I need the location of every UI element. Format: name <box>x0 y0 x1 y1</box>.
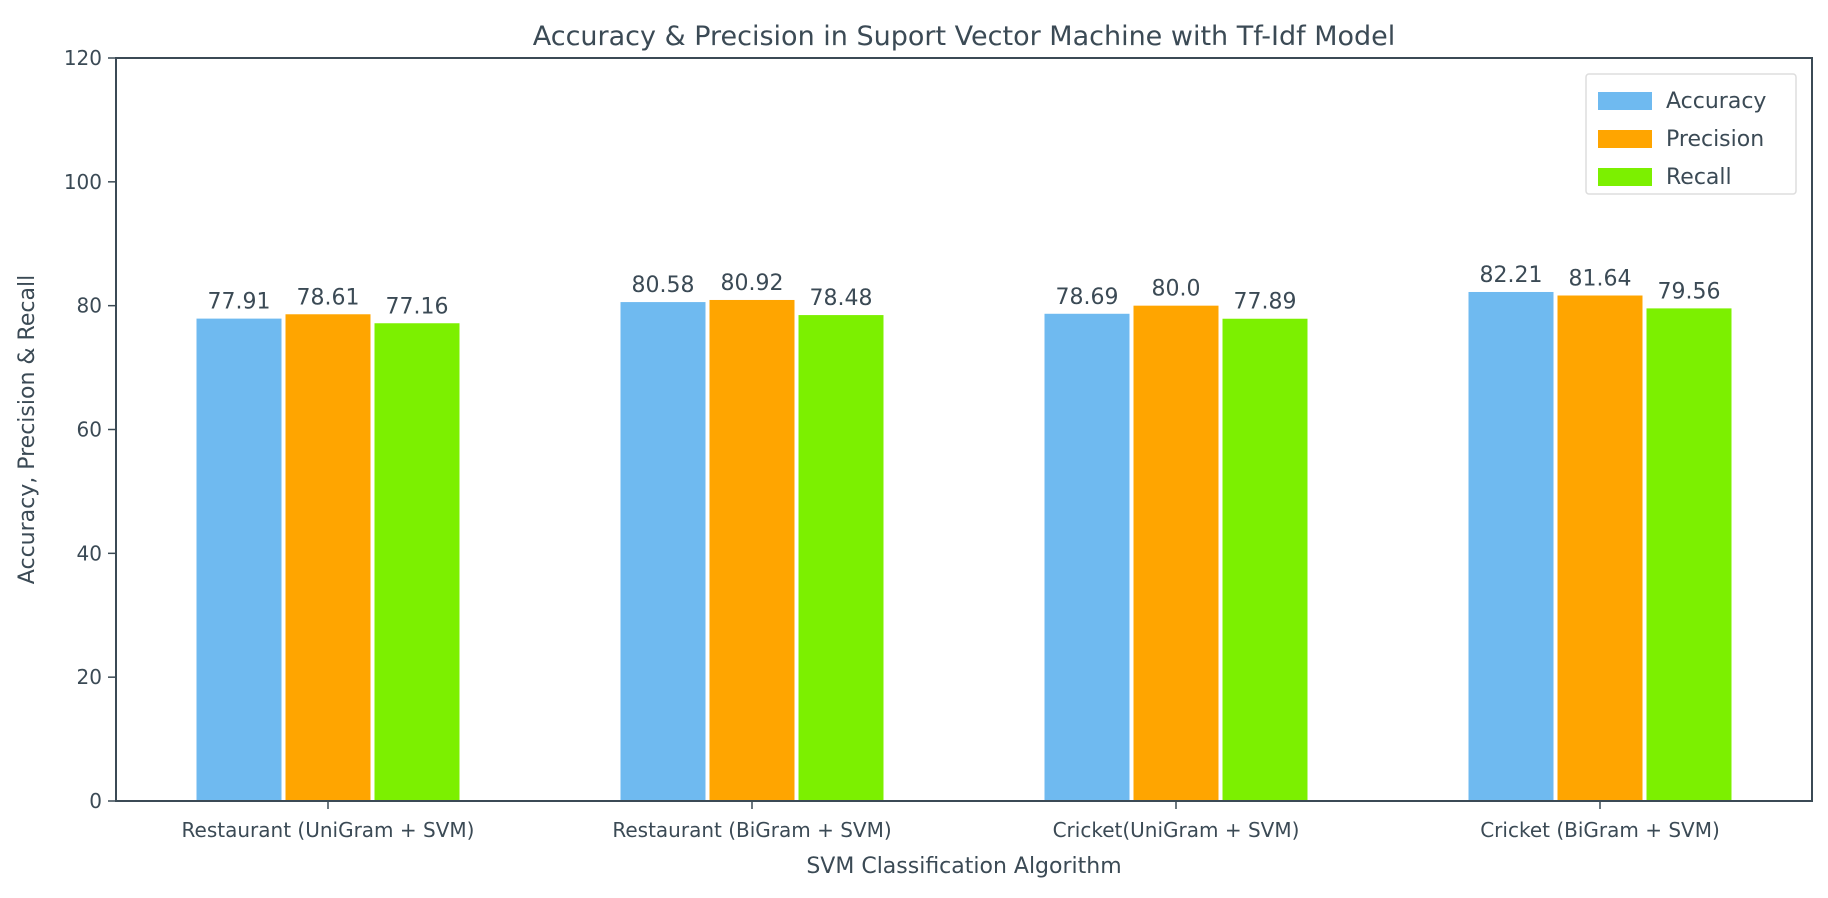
bar-accuracy <box>620 302 706 801</box>
x-tick-label: Cricket(UniGram + SVM) <box>1053 818 1300 842</box>
legend-label-recall: Recall <box>1666 165 1732 190</box>
data-label: 78.48 <box>810 286 873 311</box>
y-tick-label: 40 <box>77 541 102 565</box>
bar-recall <box>1222 318 1308 801</box>
y-tick-label: 120 <box>64 46 102 70</box>
data-label: 80.0 <box>1152 277 1201 302</box>
x-axis-label: SVM Classification Algorithm <box>806 854 1121 879</box>
bar-accuracy <box>1044 313 1130 801</box>
x-tick-label: Cricket (BiGram + SVM) <box>1480 818 1720 842</box>
plot-frame <box>115 57 1813 802</box>
bar-recall <box>374 323 460 801</box>
legend: Accuracy Precision Recall <box>1585 73 1797 195</box>
data-label: 81.64 <box>1569 267 1632 292</box>
bar-precision <box>709 299 795 801</box>
y-tick-label: 60 <box>77 418 102 442</box>
bar-recall <box>1646 308 1732 801</box>
bar-precision <box>1557 295 1643 801</box>
data-label: 77.91 <box>208 290 271 315</box>
data-label: 80.58 <box>632 273 695 298</box>
y-tick-label: 80 <box>77 294 102 318</box>
data-label: 80.92 <box>721 271 784 296</box>
legend-swatch-recall <box>1598 168 1652 186</box>
plot-area: 0 20 40 60 80 100 120 77.91 78.61 77.16 Restaurant… <box>64 46 1813 842</box>
y-axis-label: Accuracy, Precision & Recall <box>15 275 40 584</box>
legend-label-precision: Precision <box>1666 127 1764 152</box>
x-tick-label: Restaurant (UniGram + SVM) <box>182 818 475 842</box>
data-label: 79.56 <box>1658 279 1721 304</box>
legend-label-accuracy: Accuracy <box>1666 89 1766 114</box>
data-label: 78.61 <box>297 285 360 310</box>
x-tick-label: Restaurant (BiGram + SVM) <box>612 818 891 842</box>
legend-swatch-accuracy <box>1598 92 1652 110</box>
bar-precision <box>1133 305 1219 801</box>
data-label: 82.21 <box>1480 263 1543 288</box>
bar-precision <box>285 314 371 801</box>
y-tick-label: 20 <box>77 665 102 689</box>
data-label: 77.89 <box>1234 290 1297 315</box>
bar-accuracy <box>196 318 282 801</box>
bar-accuracy <box>1468 291 1554 801</box>
data-label: 78.69 <box>1056 285 1119 310</box>
y-tick-label: 0 <box>89 789 102 813</box>
data-label: 77.16 <box>386 294 449 319</box>
bar-recall <box>798 315 884 801</box>
chart-title: Accuracy & Precision in Suport Vector Ma… <box>533 21 1396 52</box>
legend-swatch-precision <box>1598 130 1652 148</box>
y-tick-label: 100 <box>64 170 102 194</box>
